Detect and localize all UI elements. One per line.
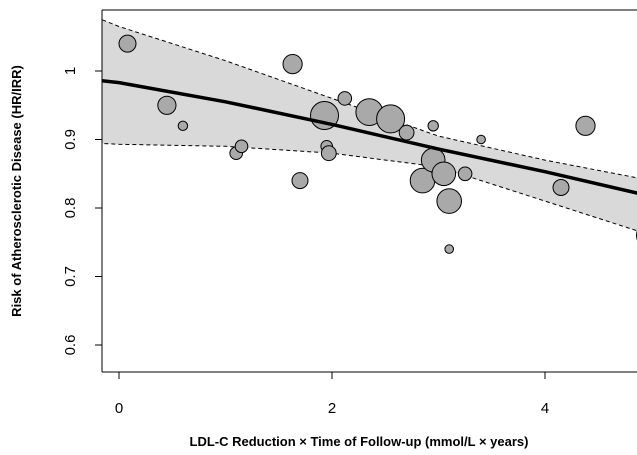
data-point [177,120,189,132]
data-point [337,91,353,106]
data-point [431,161,457,187]
x-tick-label: 2 [328,400,336,417]
y-tick-label: 0.8 [62,198,79,219]
regression-line [102,78,637,195]
upper-confidence-line [102,19,637,179]
data-point [444,244,455,254]
data-point [436,188,463,214]
data-point [427,120,439,132]
y-tick-label: 1 [62,67,79,75]
y-axis-title: Risk of Atherosclerotic Disease (HR/IRR) [9,65,24,317]
y-tick-label: 0.7 [62,266,79,287]
x-axis-title: LDL-C Reduction × Time of Follow-up (mmo… [190,434,529,449]
x-tick-label: 4 [541,400,549,417]
x-ticks: 02468 [115,372,549,417]
data-point [157,95,177,115]
y-tick-label: 0.9 [62,129,79,150]
data-point [291,172,309,190]
plot-area [102,19,637,254]
y-tick-label: 0.6 [62,335,79,356]
data-point [552,179,570,196]
data-point [320,145,337,162]
y-ticks: 0.6 0.7 0.8 0.9 1 [62,67,102,356]
axes: 02468 0.60.70.80.91 [62,9,637,417]
data-points [118,34,637,254]
x-tick-label: 0 [115,400,123,417]
data-point [234,139,249,154]
data-point [118,34,137,53]
data-point [457,166,473,182]
data-point [398,124,415,141]
data-point [476,134,486,145]
data-point [575,115,596,136]
data-point [282,54,303,75]
data-point [376,104,406,134]
